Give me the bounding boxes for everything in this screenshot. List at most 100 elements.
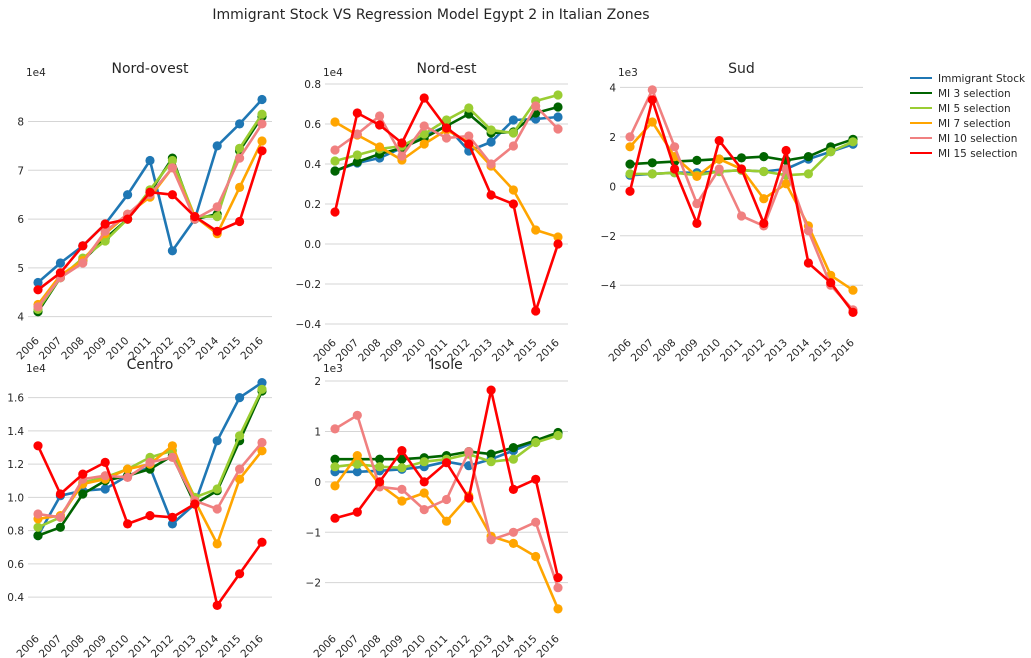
data-point	[553, 90, 563, 100]
data-point	[330, 424, 340, 434]
data-point	[441, 494, 452, 505]
xtick-label: 2007	[334, 337, 361, 364]
data-point	[553, 232, 563, 242]
data-point	[235, 474, 245, 484]
data-point	[486, 137, 496, 147]
legend-item-mi-10-selection: MI 10 selection	[910, 133, 1017, 145]
data-point	[464, 447, 474, 457]
legend-label: Immigrant Stock	[938, 73, 1026, 85]
data-point	[55, 522, 65, 532]
legend-item-mi-15-selection: MI 15 selection	[910, 148, 1017, 160]
xtick-label: 2016	[534, 633, 562, 658]
xtick-label: 2011	[718, 337, 745, 364]
data-point	[692, 218, 702, 228]
data-point	[759, 218, 769, 228]
xtick-label: 2013	[763, 337, 790, 364]
data-point	[78, 489, 88, 499]
xtick-label: 2012	[445, 633, 472, 658]
data-point	[397, 151, 407, 161]
data-point	[441, 115, 452, 125]
data-point	[647, 158, 657, 168]
data-point	[330, 481, 340, 491]
data-point	[647, 117, 657, 127]
ytick-label: 1.4	[7, 426, 24, 438]
data-point	[553, 102, 563, 112]
data-point	[508, 443, 518, 453]
data-point	[736, 164, 747, 174]
data-point	[145, 155, 155, 166]
ytick-label: 2	[609, 132, 616, 144]
legend-label: MI 5 selection	[938, 103, 1011, 115]
data-point	[803, 226, 814, 236]
data-point	[33, 302, 43, 312]
ytick-label: 0.4	[7, 592, 24, 604]
ytick-label: −0.2	[296, 279, 322, 291]
ytick-label: 1.6	[7, 393, 24, 405]
data-point	[508, 484, 518, 494]
data-point	[397, 463, 407, 473]
data-point	[212, 539, 222, 549]
xtick-label: 2010	[401, 337, 428, 364]
ytick-label: 7	[17, 165, 24, 177]
data-point	[419, 121, 429, 131]
series-mi-10-selection	[625, 85, 858, 315]
data-point	[419, 477, 429, 487]
y-exponent-label: 1e4	[26, 363, 46, 375]
data-point	[123, 464, 133, 474]
data-point	[670, 142, 680, 152]
data-point	[212, 484, 222, 494]
data-point	[419, 129, 429, 139]
panel-title: Isole	[430, 357, 463, 373]
data-point	[257, 437, 267, 448]
data-point	[100, 471, 110, 481]
data-point	[257, 378, 267, 388]
ytick-label: −4	[601, 280, 617, 292]
data-point	[33, 441, 43, 451]
y-exponent-label: 1e3	[323, 363, 343, 375]
data-point	[441, 458, 452, 468]
data-point	[212, 226, 222, 236]
data-point	[167, 452, 177, 462]
data-point	[848, 285, 858, 295]
data-point	[100, 484, 110, 494]
data-point	[714, 154, 724, 164]
data-point	[235, 143, 245, 153]
data-point	[257, 146, 267, 156]
series-mi-10-selection	[33, 119, 267, 312]
data-point	[145, 187, 155, 197]
data-point	[123, 214, 133, 224]
xtick-label: 2007	[37, 335, 64, 362]
data-point	[375, 454, 385, 464]
legend-label: MI 15 selection	[938, 148, 1017, 160]
ytick-label: 0.4	[304, 159, 321, 171]
data-point	[330, 513, 340, 523]
data-point	[375, 111, 385, 121]
xtick-label: 2010	[401, 633, 428, 658]
data-point	[257, 537, 267, 547]
data-point	[464, 139, 474, 149]
series-line	[36, 115, 264, 314]
data-point	[330, 462, 340, 472]
data-point	[257, 384, 267, 394]
xtick-label: 2015	[512, 633, 539, 658]
data-point	[352, 410, 362, 420]
data-point	[692, 155, 702, 165]
data-point	[167, 163, 177, 173]
xtick-label: 2010	[696, 337, 723, 364]
data-point	[486, 159, 496, 169]
data-point	[508, 141, 518, 151]
data-point	[531, 225, 541, 235]
xtick-label: 2006	[311, 337, 339, 365]
data-point	[759, 166, 769, 177]
ytick-label: 1.2	[7, 459, 24, 471]
data-point	[190, 212, 200, 222]
data-point	[419, 488, 429, 498]
data-point	[100, 236, 110, 246]
data-point	[464, 103, 474, 113]
series-mi-3-selection	[625, 134, 858, 169]
data-point	[781, 179, 791, 189]
series-mi-15-selection	[33, 146, 267, 295]
data-point	[625, 169, 635, 179]
